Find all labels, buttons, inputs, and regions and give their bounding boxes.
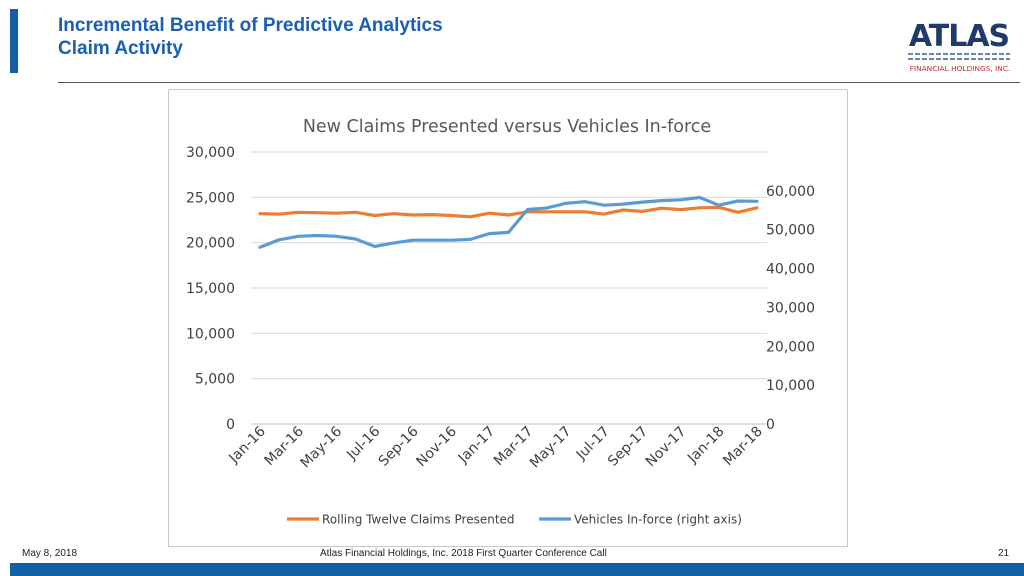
x-axis-tick-label: May-16 xyxy=(298,423,346,471)
page-number: 21 xyxy=(998,548,1010,559)
header-accent-bar xyxy=(10,9,18,73)
slide-title: Incremental Benefit of Predictive Analyt… xyxy=(58,14,443,60)
x-axis-tick-label: Nov-17 xyxy=(643,424,690,471)
x-axis-tick-label: Nov-16 xyxy=(413,423,460,470)
legend-vehicles-label: Vehicles In-force (right axis) xyxy=(574,513,742,527)
footer-event: Atlas Financial Holdings, Inc. 2018 Firs… xyxy=(320,548,607,559)
right-axis-tick-label: 10,000 xyxy=(766,378,815,394)
title-line-1: Incremental Benefit of Predictive Analyt… xyxy=(58,15,443,36)
vehicles-series-line xyxy=(258,195,759,249)
line-chart: New Claims Presented versus Vehicles In-… xyxy=(186,117,815,527)
right-axis-tick-label: 50,000 xyxy=(766,223,815,239)
left-axis-tick-label: 5,000 xyxy=(195,372,235,388)
logo-subtitle: FINANCIAL HOLDINGS, INC. xyxy=(910,64,1011,73)
atlas-logo: ATLAS FINANCIAL HOLDINGS, INC. xyxy=(900,4,1018,80)
left-axis-tick-label: 30,000 xyxy=(186,145,235,161)
right-axis-tick-label: 0 xyxy=(766,417,775,433)
left-axis-tick-label: 0 xyxy=(226,417,235,433)
legend-claims-label: Rolling Twelve Claims Presented xyxy=(322,513,515,527)
right-axis-tick-label: 20,000 xyxy=(766,339,815,355)
left-axis-tick-label: 25,000 xyxy=(186,190,235,206)
title-line-2: Claim Activity xyxy=(58,38,183,59)
x-axis-tick-label: Sep-16 xyxy=(376,423,422,469)
footer-bar xyxy=(10,563,1024,576)
x-axis-tick-label: May-17 xyxy=(527,424,575,472)
chart-container: New Claims Presented versus Vehicles In-… xyxy=(168,89,848,547)
right-axis-tick-label: 40,000 xyxy=(766,262,815,278)
x-axis-tick-label: Jan-17 xyxy=(455,424,498,467)
logo-wordmark: ATLAS xyxy=(909,19,1009,54)
left-axis-tick-label: 20,000 xyxy=(186,236,235,252)
right-axis-tick-label: 30,000 xyxy=(766,300,815,316)
right-axis-tick-label: 60,000 xyxy=(766,184,815,200)
x-axis-tick-label: Sep-17 xyxy=(605,424,651,470)
left-axis-tick-label: 10,000 xyxy=(186,326,235,342)
claims-series-line xyxy=(258,205,759,219)
x-axis-tick-label: Mar-18 xyxy=(720,424,766,470)
footer-date: May 8, 2018 xyxy=(22,548,78,559)
chart-title: New Claims Presented versus Vehicles In-… xyxy=(303,117,711,137)
header-divider xyxy=(58,82,1020,83)
left-axis-tick-label: 15,000 xyxy=(186,281,235,297)
x-axis-tick-label: Jan-18 xyxy=(684,424,727,467)
